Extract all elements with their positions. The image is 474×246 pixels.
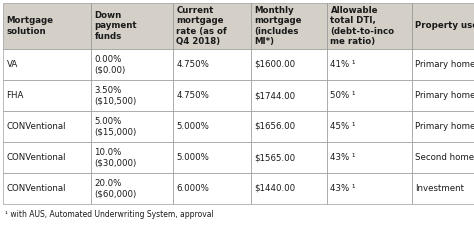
- Text: 0.00%
($0.00): 0.00% ($0.00): [94, 55, 126, 74]
- Text: $1440.00: $1440.00: [255, 184, 296, 193]
- Bar: [3, 80, 91, 111]
- Bar: [327, 111, 412, 142]
- Bar: [251, 80, 327, 111]
- Bar: [91, 80, 173, 111]
- Text: 6.000%: 6.000%: [176, 184, 210, 193]
- Bar: [327, 173, 412, 204]
- Bar: [91, 142, 173, 173]
- Text: 5.00%
($15,000): 5.00% ($15,000): [94, 117, 137, 136]
- Text: FHA: FHA: [7, 91, 24, 100]
- Text: $1656.00: $1656.00: [255, 122, 296, 131]
- Bar: [412, 142, 474, 173]
- Bar: [91, 111, 173, 142]
- Bar: [91, 3, 173, 49]
- Bar: [412, 80, 474, 111]
- Text: Primary home: Primary home: [416, 91, 474, 100]
- Text: 4.750%: 4.750%: [176, 91, 210, 100]
- Text: 10.0%
($30,000): 10.0% ($30,000): [94, 148, 137, 167]
- Text: 20.0%
($60,000): 20.0% ($60,000): [94, 179, 137, 198]
- Bar: [251, 49, 327, 80]
- Bar: [173, 80, 251, 111]
- Text: $1565.00: $1565.00: [255, 153, 296, 162]
- Text: VA: VA: [7, 60, 18, 69]
- Text: 5.000%: 5.000%: [176, 122, 210, 131]
- Text: Monthly
mortgage
(includes
MI*): Monthly mortgage (includes MI*): [255, 6, 302, 46]
- Bar: [412, 173, 474, 204]
- Bar: [327, 3, 412, 49]
- Text: Down
payment
funds: Down payment funds: [94, 11, 137, 41]
- Bar: [251, 142, 327, 173]
- Text: Allowable
total DTI,
(debt-to-inco
me ratio): Allowable total DTI, (debt-to-inco me ra…: [330, 6, 395, 46]
- Bar: [3, 173, 91, 204]
- Bar: [3, 49, 91, 80]
- Bar: [327, 142, 412, 173]
- Text: Investment: Investment: [416, 184, 465, 193]
- Bar: [3, 111, 91, 142]
- Bar: [412, 111, 474, 142]
- Text: Second home: Second home: [416, 153, 474, 162]
- Text: 4.750%: 4.750%: [176, 60, 210, 69]
- Bar: [173, 142, 251, 173]
- Text: Primary home: Primary home: [416, 122, 474, 131]
- Text: 50% ¹: 50% ¹: [330, 91, 356, 100]
- Text: 43% ¹: 43% ¹: [330, 153, 356, 162]
- Bar: [173, 173, 251, 204]
- Text: Property use: Property use: [416, 21, 474, 31]
- Bar: [3, 142, 91, 173]
- Bar: [173, 111, 251, 142]
- Text: 3.50%
($10,500): 3.50% ($10,500): [94, 86, 137, 105]
- Text: ¹ with AUS, Automated Underwriting System, approval: ¹ with AUS, Automated Underwriting Syste…: [5, 210, 214, 219]
- Bar: [173, 49, 251, 80]
- Bar: [91, 49, 173, 80]
- Bar: [251, 3, 327, 49]
- Text: $1600.00: $1600.00: [255, 60, 296, 69]
- Text: Mortgage
solution: Mortgage solution: [7, 16, 54, 36]
- Text: 41% ¹: 41% ¹: [330, 60, 356, 69]
- Bar: [412, 49, 474, 80]
- Bar: [412, 3, 474, 49]
- Bar: [91, 173, 173, 204]
- Text: CONVentional: CONVentional: [7, 153, 66, 162]
- Text: 43% ¹: 43% ¹: [330, 184, 356, 193]
- Bar: [327, 49, 412, 80]
- Text: 5.000%: 5.000%: [176, 153, 210, 162]
- Bar: [251, 173, 327, 204]
- Text: $1744.00: $1744.00: [255, 91, 296, 100]
- Bar: [3, 3, 91, 49]
- Text: 45% ¹: 45% ¹: [330, 122, 356, 131]
- Text: Current
mortgage
rate (as of
Q4 2018): Current mortgage rate (as of Q4 2018): [176, 6, 227, 46]
- Text: Primary home: Primary home: [416, 60, 474, 69]
- Text: CONVentional: CONVentional: [7, 184, 66, 193]
- Bar: [173, 3, 251, 49]
- Bar: [327, 80, 412, 111]
- Bar: [251, 111, 327, 142]
- Text: CONVentional: CONVentional: [7, 122, 66, 131]
